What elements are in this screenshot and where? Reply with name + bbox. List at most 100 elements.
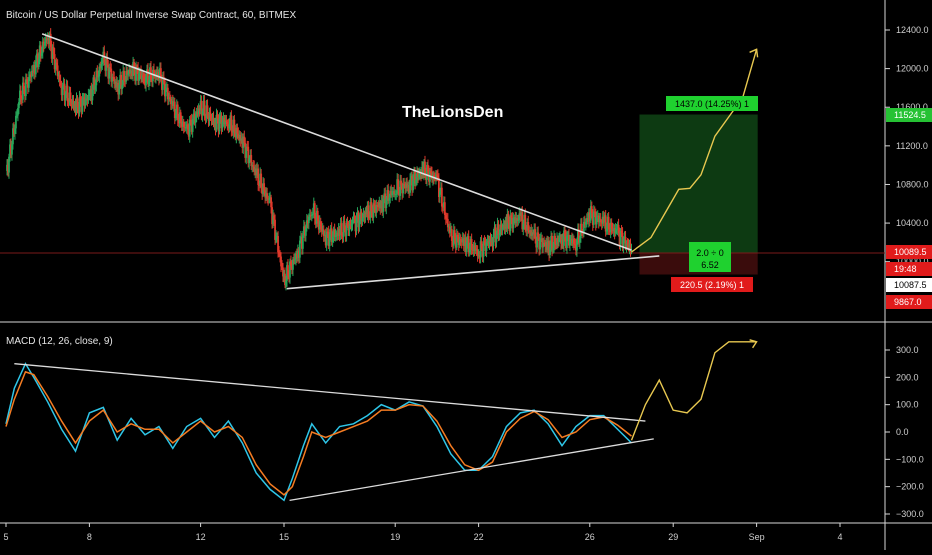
candle-body — [317, 220, 320, 230]
candle-body — [408, 185, 410, 193]
candle-body — [84, 99, 87, 106]
candle-body — [175, 104, 178, 116]
candle-body — [606, 216, 609, 229]
candle-body — [236, 127, 239, 134]
time-axis[interactable]: 5 8 12 15 19 22 26 29 Sep 4 — [3, 523, 843, 542]
macd-pane[interactable]: 300.0 200.0 100.0 0.0 −100.0 −200.0 −300.0 — [5, 339, 924, 519]
candle-body — [563, 230, 565, 246]
price-axis-tick-label: 12000.0 — [896, 64, 929, 74]
candle-body — [50, 46, 53, 59]
candle-body — [488, 238, 491, 244]
price-axis-marker[interactable] — [886, 108, 932, 122]
candle-body — [307, 216, 310, 224]
candle-body — [362, 213, 365, 219]
ratio-badge[interactable] — [689, 242, 731, 272]
candle-body — [25, 79, 28, 81]
candle-body — [183, 127, 186, 129]
candle-body — [296, 253, 298, 259]
candle-body — [61, 86, 64, 96]
candle-body — [289, 261, 291, 278]
support-trendline[interactable] — [286, 255, 660, 290]
candle-body — [53, 54, 56, 70]
time-axis-tick-label: 19 — [390, 532, 400, 542]
signal-line[interactable] — [5, 370, 632, 496]
candle-body — [318, 221, 321, 230]
stop-badge[interactable] — [671, 277, 753, 292]
candle-body — [448, 226, 451, 233]
candle-body — [516, 218, 519, 221]
candle-body — [323, 234, 326, 236]
candle-body — [164, 88, 167, 97]
macd-resistance-trendline[interactable] — [14, 363, 646, 422]
candle-body — [77, 107, 80, 114]
candle-body — [124, 80, 127, 82]
candle-body — [537, 232, 540, 238]
target-zone-box[interactable] — [639, 114, 758, 254]
macd-line[interactable] — [5, 362, 633, 502]
candle-body — [269, 197, 271, 199]
candle-body — [352, 217, 355, 221]
candle-body — [258, 184, 261, 186]
candle-body — [51, 47, 54, 59]
candle-body — [544, 244, 547, 247]
candle-body — [450, 229, 453, 241]
candle-body — [372, 203, 375, 218]
candle-body — [510, 215, 513, 218]
candle-body — [427, 164, 429, 172]
candle-body — [36, 53, 39, 67]
price-axis-marker[interactable] — [886, 262, 932, 276]
candle-body — [218, 118, 221, 132]
candle-body — [42, 41, 45, 46]
macd-axis-tick-label: −100.0 — [896, 454, 924, 464]
candle-body — [626, 243, 629, 245]
candle-body — [549, 246, 551, 255]
candle-body — [18, 102, 20, 109]
macd-support-trendline[interactable] — [289, 438, 654, 501]
candle-body — [275, 236, 277, 240]
candle-body — [19, 90, 22, 99]
candle-body — [505, 220, 508, 229]
candle-body — [23, 89, 26, 97]
candle-body — [384, 193, 387, 209]
candle-body — [319, 221, 322, 227]
candle-body — [506, 213, 509, 229]
candle-body — [342, 221, 345, 238]
candle-body — [112, 76, 115, 78]
candle-body — [453, 230, 456, 238]
candle-body — [460, 240, 463, 243]
candle-body — [580, 223, 583, 233]
candle-body — [583, 221, 586, 225]
candle-body — [79, 97, 82, 101]
candle-body — [254, 168, 257, 173]
candle-body — [340, 223, 343, 236]
candle-body — [49, 33, 52, 47]
price-axis-marker[interactable] — [886, 295, 932, 309]
candle-body — [12, 128, 14, 145]
candle-body — [180, 121, 183, 127]
candle-body — [577, 229, 580, 243]
candle-body — [99, 66, 102, 69]
macd-projection-path[interactable] — [630, 341, 757, 441]
candle-body — [555, 243, 557, 245]
candle-body — [468, 248, 471, 253]
price-axis-marker[interactable] — [886, 278, 932, 292]
target-badge-text: 1437.0 (14.25%) 1 — [675, 99, 749, 109]
resistance-trendline[interactable] — [41, 33, 632, 251]
candle-body — [274, 219, 276, 240]
candle-body — [232, 119, 235, 133]
candle-body — [375, 205, 378, 214]
candle-body — [304, 228, 307, 236]
candle-body — [137, 67, 139, 81]
price-axis-marker[interactable] — [886, 245, 932, 259]
target-badge[interactable] — [666, 96, 758, 111]
candle-body — [177, 119, 180, 124]
price-pane[interactable]: 12400.0 12000.0 11600.0 11200.0 10800.0 10400… — [0, 25, 932, 309]
candle-body — [31, 70, 34, 73]
candle-body — [57, 75, 60, 77]
candle-body — [174, 115, 177, 119]
candle-body — [320, 226, 323, 232]
candle-body — [591, 212, 594, 225]
candle-body — [142, 75, 144, 78]
